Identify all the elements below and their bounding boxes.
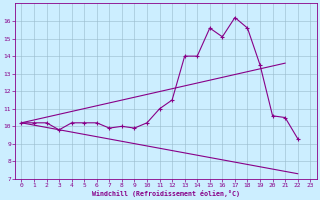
X-axis label: Windchill (Refroidissement éolien,°C): Windchill (Refroidissement éolien,°C) [92,190,240,197]
